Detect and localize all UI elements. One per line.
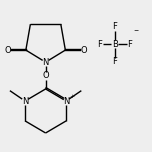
Text: N: N [63,97,69,105]
Text: +: + [69,94,74,99]
Text: F: F [128,40,132,48]
Text: B: B [112,40,118,48]
Text: F: F [112,22,117,31]
Text: N: N [22,97,28,105]
Text: F: F [112,57,117,66]
Text: −: − [134,27,139,32]
Text: O: O [42,71,49,81]
Text: O: O [4,46,11,55]
Text: F: F [97,40,102,48]
Text: O: O [80,46,87,55]
Text: N: N [42,58,49,67]
